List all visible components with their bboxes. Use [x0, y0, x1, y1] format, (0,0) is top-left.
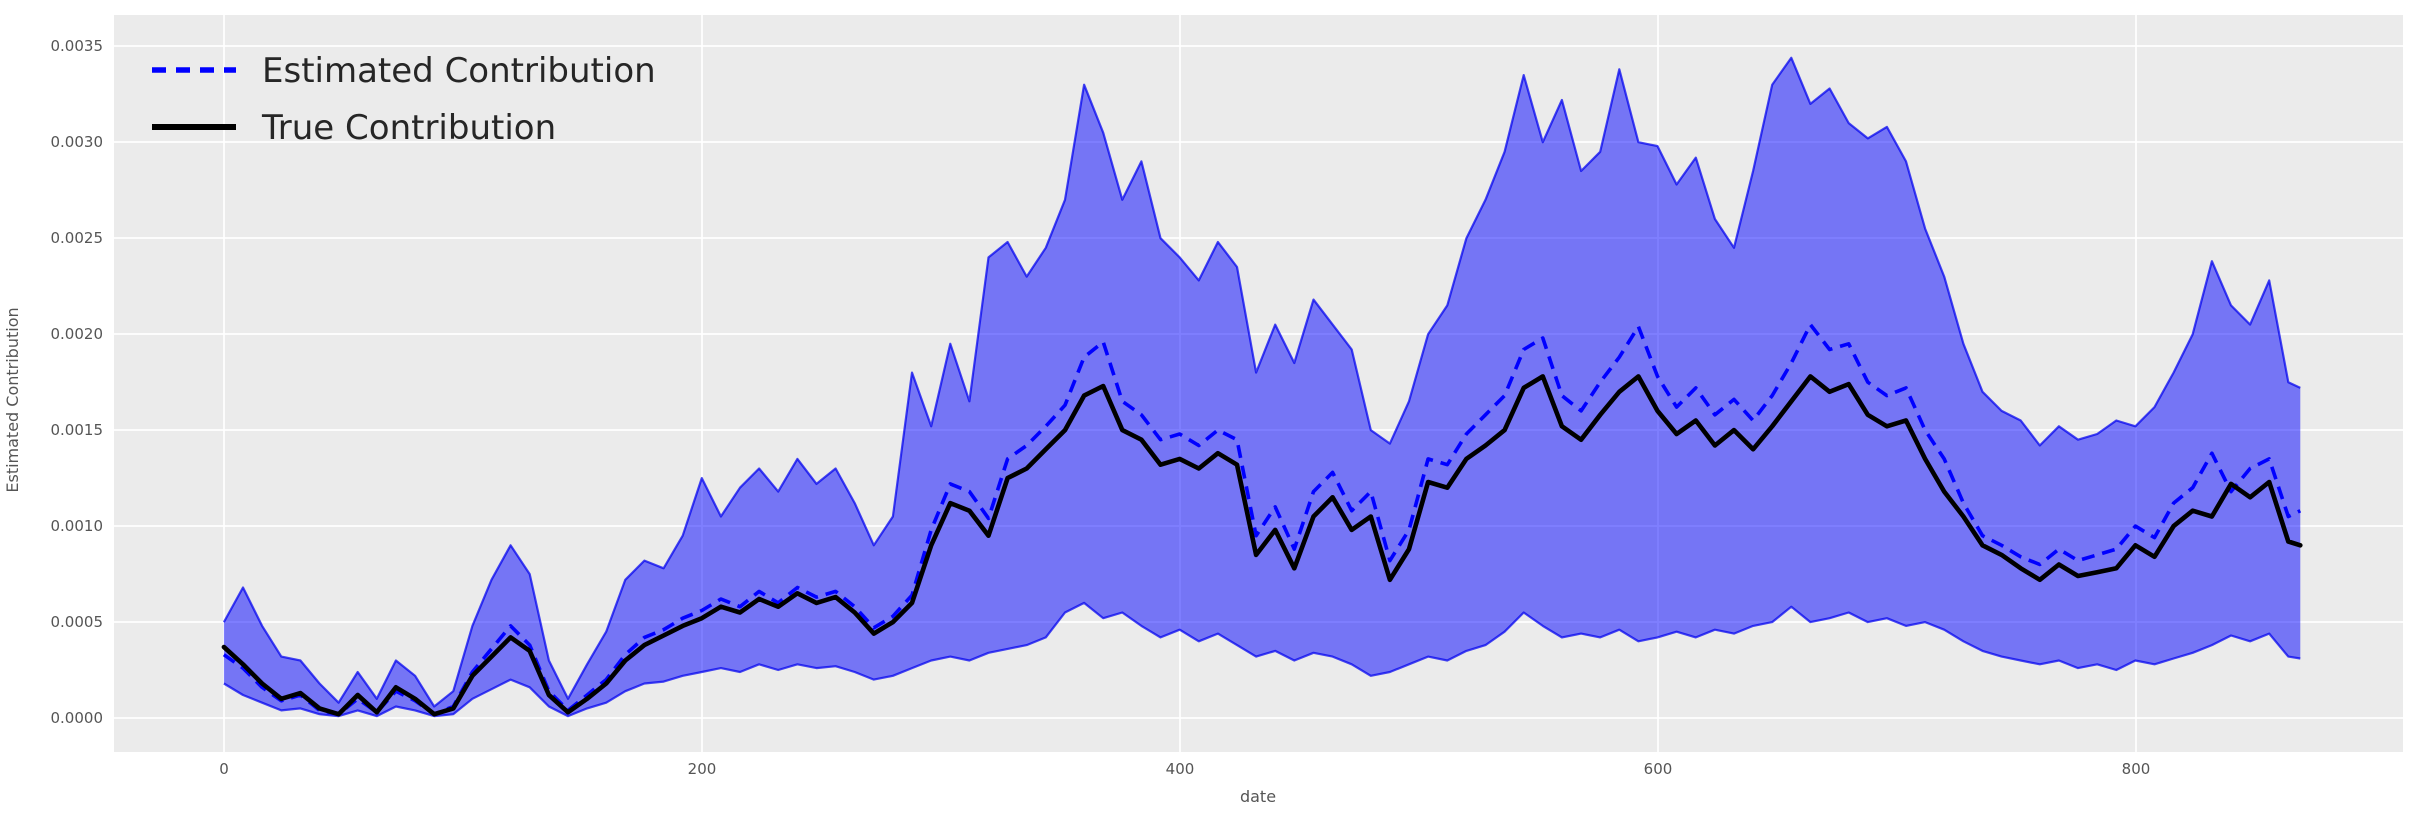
x-tick-label: 200 [688, 760, 717, 778]
x-tick-label: 400 [1166, 760, 1195, 778]
y-tick-label: 0.0015 [51, 421, 104, 439]
y-axis-tick-labels: 0.0035 0.0030 0.0025 0.0020 0.0015 0.001… [51, 37, 104, 727]
y-tick-label: 0.0025 [51, 229, 104, 247]
y-tick-label: 0.0035 [51, 37, 104, 55]
y-tick-label: 0.0000 [51, 709, 104, 727]
x-axis-tick-labels: 0 200 400 600 800 [219, 760, 2150, 778]
confidence-band-upper-edge [222, 56, 2301, 708]
x-axis-label: date [1240, 787, 1276, 806]
confidence-band-lower-edge [223, 601, 2301, 718]
series-line-true-contribution [221, 374, 2303, 717]
y-tick-label: 0.0030 [51, 133, 104, 151]
x-tick-label: 800 [2122, 760, 2151, 778]
y-tick-label: 0.0005 [51, 613, 104, 631]
y-tick-label: 0.0010 [51, 517, 104, 535]
x-tick-label: 600 [1644, 760, 1673, 778]
legend-label-true: True Contribution [261, 108, 556, 148]
y-tick-label: 0.0020 [51, 325, 104, 343]
confidence-band [223, 57, 2301, 717]
x-tick-label: 0 [219, 760, 229, 778]
legend: Estimated Contribution True Contribution [152, 51, 656, 148]
legend-label-estimated: Estimated Contribution [262, 51, 656, 91]
y-axis-label: Estimated Contribution [3, 307, 22, 492]
